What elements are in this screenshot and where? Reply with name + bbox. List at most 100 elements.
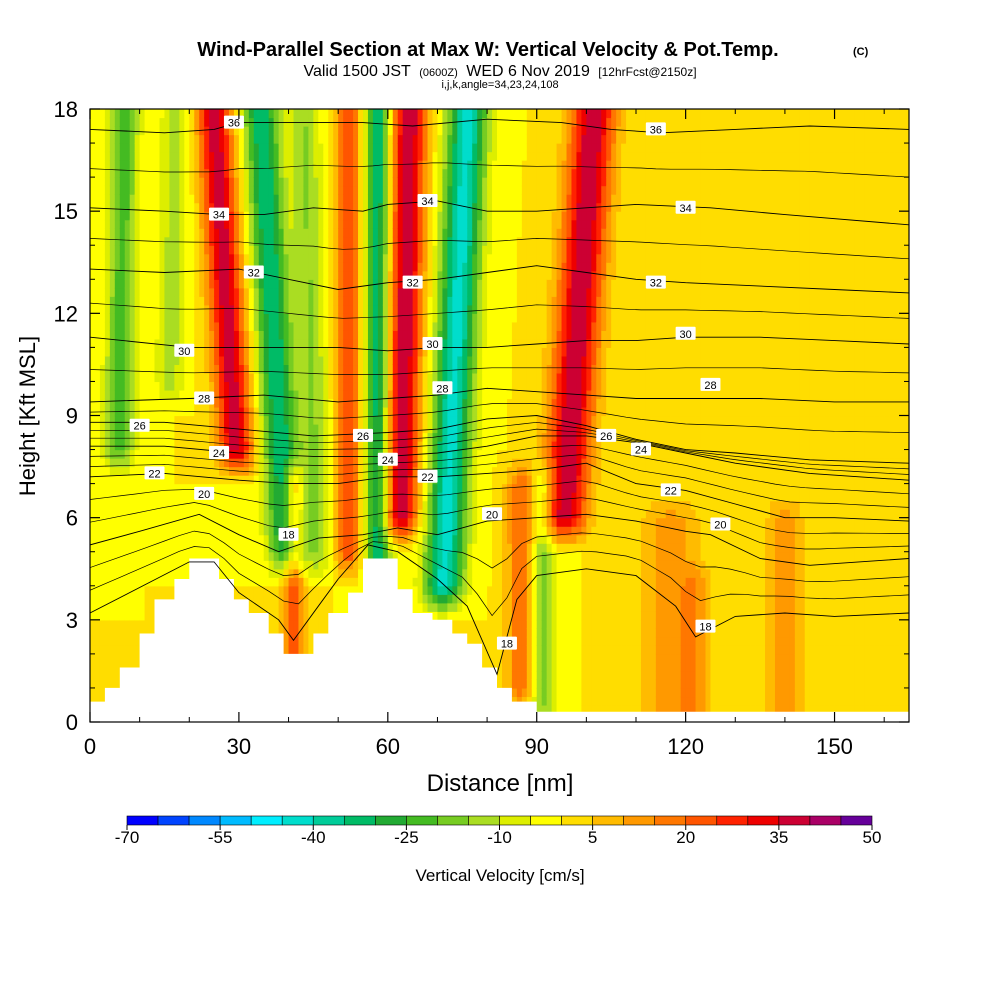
- field-cell: [179, 415, 185, 425]
- field-cell: [273, 517, 280, 527]
- field-cell: [129, 109, 136, 119]
- field-cell: [214, 398, 220, 408]
- field-cell: [283, 109, 290, 119]
- field-cell: [323, 560, 329, 570]
- field-cell: [353, 321, 359, 331]
- field-cell: [323, 602, 329, 612]
- field-cell: [253, 355, 260, 366]
- field-cell: [328, 475, 334, 485]
- field-cell: [159, 236, 166, 246]
- field-cell: [114, 347, 121, 357]
- field-cell: [209, 109, 215, 119]
- field-cell: [129, 534, 136, 544]
- field-cell: [268, 245, 275, 255]
- field-cell: [427, 415, 434, 425]
- field-cell: [323, 270, 329, 280]
- field-cell: [288, 509, 295, 519]
- field-cell: [283, 245, 290, 255]
- field-cell: [149, 534, 156, 544]
- field-cell: [149, 245, 156, 255]
- field-cell: [194, 551, 200, 561]
- field-cell: [422, 202, 429, 212]
- field-cell: [288, 594, 295, 604]
- field-cell: [278, 270, 285, 280]
- field-cell: [422, 381, 429, 391]
- field-cell: [194, 117, 200, 127]
- field-cell: [189, 517, 195, 527]
- field-cell: [422, 389, 429, 400]
- field-cell: [184, 483, 190, 493]
- field-cell: [407, 398, 414, 408]
- field-cell: [288, 611, 295, 621]
- field-cell: [348, 458, 354, 468]
- field-cell: [99, 270, 106, 280]
- field-cell: [313, 398, 319, 408]
- field-cell: [402, 355, 409, 366]
- field-cell: [258, 372, 265, 383]
- field-cell: [298, 177, 305, 187]
- field-cell: [139, 619, 146, 629]
- field-cell: [367, 500, 374, 510]
- field-cell: [214, 168, 220, 178]
- field-cell: [338, 577, 344, 587]
- field-cell: [199, 245, 205, 255]
- field-cell: [90, 313, 96, 323]
- field-cell: [288, 372, 295, 383]
- field-cell: [169, 151, 175, 161]
- field-cell: [159, 253, 166, 263]
- field-cell: [204, 551, 210, 561]
- field-cell: [308, 475, 314, 485]
- field-cell: [338, 168, 344, 178]
- field-cell: [288, 262, 295, 272]
- field-cell: [308, 219, 314, 229]
- field-cell: [278, 483, 285, 493]
- field-cell: [407, 534, 414, 544]
- field-cell: [283, 594, 290, 604]
- field-cell: [144, 594, 151, 604]
- field-cell: [382, 526, 389, 536]
- field-cell: [278, 585, 285, 595]
- field-cell: [174, 270, 180, 280]
- field-cell: [323, 194, 329, 204]
- field-cell: [194, 160, 200, 170]
- field-cell: [308, 185, 314, 195]
- field-cell: [323, 151, 329, 161]
- field-cell: [298, 424, 305, 434]
- field-cell: [189, 449, 195, 459]
- field-cell: [392, 134, 399, 144]
- field-cell: [308, 585, 314, 595]
- field-cell: [377, 398, 384, 408]
- field-cell: [318, 509, 324, 519]
- field-cell: [333, 143, 339, 153]
- field-cell: [343, 279, 349, 289]
- field-cell: [427, 279, 434, 289]
- field-cell: [174, 441, 180, 451]
- field-cell: [363, 381, 369, 391]
- field-cell: [149, 211, 156, 221]
- field-cell: [328, 321, 334, 331]
- field-cell: [144, 109, 151, 119]
- field-cell: [333, 458, 339, 468]
- field-cell: [179, 177, 185, 187]
- field-cell: [94, 432, 101, 442]
- field-cell: [407, 406, 414, 417]
- field-cell: [248, 594, 255, 604]
- field-cell: [397, 415, 404, 425]
- field-cell: [214, 126, 220, 136]
- field-cell: [90, 602, 96, 612]
- field-cell: [104, 151, 111, 161]
- field-cell: [387, 253, 394, 263]
- field-cell: [348, 492, 354, 502]
- field-cell: [104, 662, 111, 672]
- field-cell: [184, 194, 190, 204]
- field-cell: [377, 534, 384, 544]
- field-cell: [174, 509, 180, 519]
- field-cell: [154, 441, 161, 451]
- field-cell: [124, 560, 131, 570]
- field-cell: [99, 296, 106, 306]
- field-cell: [104, 543, 111, 553]
- field-cell: [363, 372, 369, 383]
- field-cell: [248, 577, 255, 587]
- field-cell: [397, 194, 404, 204]
- field-cell: [139, 347, 146, 357]
